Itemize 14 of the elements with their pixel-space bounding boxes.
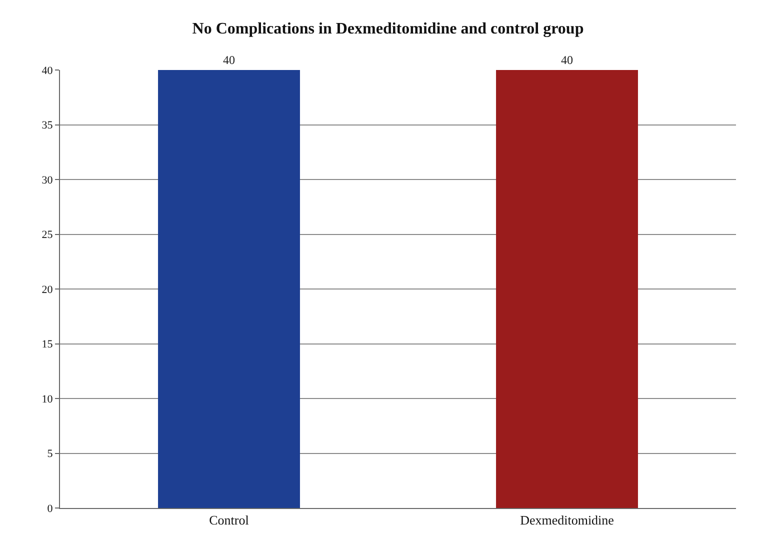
y-tick-label: 20 bbox=[42, 284, 54, 296]
data-label: 40 bbox=[223, 53, 235, 67]
y-tick-label: 10 bbox=[42, 393, 54, 406]
y-tick-label: 0 bbox=[47, 502, 54, 515]
data-label: 40 bbox=[561, 53, 573, 67]
chart-title: No Complications in Dexmeditomidine and control group bbox=[192, 20, 584, 38]
y-tick-label: 40 bbox=[42, 64, 54, 77]
x-tick-label: Control bbox=[209, 512, 250, 528]
y-tick-label: 35 bbox=[42, 120, 54, 132]
y-tick-label: 5 bbox=[47, 448, 54, 460]
y-tick-label: 15 bbox=[42, 338, 54, 351]
x-tick-label: Dexmeditomidine bbox=[520, 512, 614, 528]
y-tick-label: 30 bbox=[42, 174, 54, 186]
y-tick-label: 25 bbox=[42, 229, 54, 242]
